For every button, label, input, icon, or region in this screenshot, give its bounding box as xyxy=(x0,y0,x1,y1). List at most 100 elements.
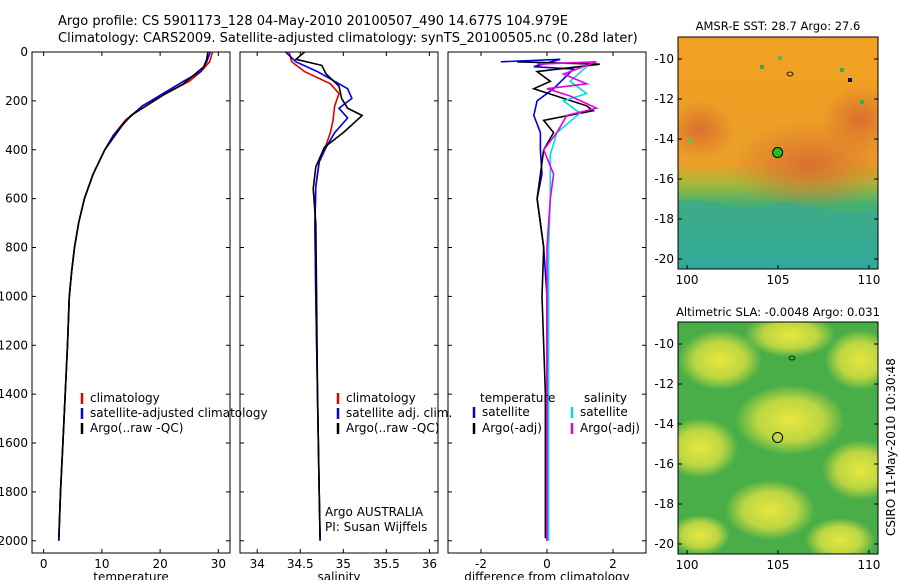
sst-argo-marker xyxy=(772,147,784,159)
sst-pixel-dot xyxy=(860,100,864,104)
sla-lat-label: -16 xyxy=(654,457,674,471)
sst-island-outline xyxy=(786,71,794,77)
salinity-series-climatology xyxy=(288,51,340,541)
sla-lat-label: -20 xyxy=(654,537,674,551)
sst-cool-water xyxy=(678,199,878,269)
legend-label: Argo(..raw -QC) xyxy=(346,421,439,435)
sla-lat-label: -14 xyxy=(654,417,674,431)
sla-high-anomaly xyxy=(678,515,730,554)
temperature-xtick-label: 20 xyxy=(152,557,167,571)
sla-lon-label: 105 xyxy=(767,558,790,572)
depth-tick-label: 800 xyxy=(5,241,28,255)
sla-high-anomaly xyxy=(725,480,815,540)
difference-series-salinity-argo-adj- xyxy=(537,61,599,541)
salinity-annotation: PI: Susan Wijffels xyxy=(325,520,427,534)
sla-lat-label: -10 xyxy=(654,337,674,351)
sla-lat-label: -18 xyxy=(654,497,674,511)
salinity-plot-frame xyxy=(239,51,439,554)
depth-tick-label: 1200 xyxy=(0,338,28,352)
sst-lat-label: -20 xyxy=(654,252,674,266)
legend-label: satellite xyxy=(580,405,628,419)
sst-map-title: AMSR-E SST: 28.7 Argo: 27.6 xyxy=(696,19,861,33)
salinity-xlabel: salinity xyxy=(317,570,360,580)
legend-label: climatology xyxy=(346,391,416,405)
sst-pixel-dot xyxy=(760,65,764,69)
salinity-xtick-label: 34.5 xyxy=(287,557,314,571)
legend-label: satellite-adjusted climatology xyxy=(90,406,268,420)
salinity-xtick-label: 35.5 xyxy=(373,557,400,571)
legend-label: Argo(-adj) xyxy=(580,421,640,435)
temperature-xtick-label: 10 xyxy=(94,557,109,571)
sla-argo-marker xyxy=(772,432,784,444)
sla-lat-label: -12 xyxy=(654,377,674,391)
legend-label: Argo(-adj) xyxy=(482,421,542,435)
sst-warm-core-east xyxy=(820,85,878,155)
salinity-panel: 34 34.5 35 35.5 36 salinity climatologysatelli… xyxy=(239,51,452,580)
depth-tick-label: 1400 xyxy=(0,387,28,401)
temperature-series-climatology xyxy=(58,51,214,541)
header-title-line1: Argo profile: CS 5901173_128 04-May-2010… xyxy=(58,14,568,29)
sst-lon-label: 100 xyxy=(676,273,699,287)
sla-island-outline xyxy=(788,355,796,361)
temperature-series-argo-raw-qc- xyxy=(58,51,209,539)
footer-credit: CSIRO 11-May-2010 10:30:48 xyxy=(884,358,898,536)
legend-label: satellite xyxy=(482,405,530,419)
temperature-plot-frame xyxy=(31,51,231,554)
sst-map: AMSR-E SST: 28.7 Argo: 27.6 100 105 110 -10… xyxy=(654,19,880,287)
depth-tick-label: 200 xyxy=(5,94,28,108)
temperature-xlabel: temperature xyxy=(93,570,168,580)
sst-pixel-dot xyxy=(848,78,852,82)
sla-map-title: Altimetric SLA: -0.0048 Argo: 0.031 xyxy=(676,305,880,319)
difference-series-temperature-argo-adj- xyxy=(517,61,600,539)
temperature-xtick-label: 30 xyxy=(211,557,226,571)
sst-warm-core-west xyxy=(678,100,735,160)
depth-tick-label: 1800 xyxy=(0,485,28,499)
depth-tick-label: 600 xyxy=(5,192,28,206)
sst-pixel-dot xyxy=(688,140,692,144)
depth-tick-label: 0 xyxy=(20,45,28,59)
sla-high-anomaly xyxy=(822,440,878,500)
sla-lon-label: 100 xyxy=(676,558,699,572)
difference-series-salinity-satellite xyxy=(547,66,589,541)
sla-high-anomaly xyxy=(825,330,878,390)
difference-xtick-label: 0 xyxy=(543,557,551,571)
salinity-xtick-label: 34 xyxy=(250,557,265,571)
temperature-panel: 0 200 400 600 800 1000 1200 1400 1600 1800 2000 0 10… xyxy=(0,45,268,580)
legend-label: Argo(..raw -QC) xyxy=(90,421,183,435)
sla-high-anomaly xyxy=(805,518,875,554)
depth-tick-label: 400 xyxy=(5,143,28,157)
sla-axes: 100 105 110 -10 -12 -14 -16 -18 -20 xyxy=(654,337,880,572)
sst-lat-label: -14 xyxy=(654,132,674,146)
temperature-series-satellite-adjusted-climatology xyxy=(58,51,211,541)
sst-pixel-dot xyxy=(840,68,844,72)
salinity-xtick-label: 35 xyxy=(336,557,351,571)
difference-xtick-label: -2 xyxy=(475,557,487,571)
legend-title-salinity: salinity xyxy=(584,391,627,405)
legend-title-temperature: temperature xyxy=(480,391,555,405)
sst-pixel-dot xyxy=(778,56,782,60)
legend-label: satellite adj. clim. xyxy=(346,406,452,420)
salinity-xtick-label: 36 xyxy=(422,557,437,571)
salinity-annotation: Argo AUSTRALIA xyxy=(325,505,424,519)
sla-high-anomaly xyxy=(735,385,845,455)
header-title-line2: Climatology: CARS2009. Satellite-adjuste… xyxy=(58,31,638,46)
sla-high-anomaly xyxy=(745,322,835,357)
difference-xlabel: difference from climatology xyxy=(464,570,630,580)
sla-map: Altimetric SLA: -0.0048 Argo: 0.031 100 1… xyxy=(654,305,880,572)
sst-lat-label: -10 xyxy=(654,52,674,66)
salinity-series-argo-raw-qc- xyxy=(294,51,364,539)
sla-high-anomaly xyxy=(678,330,762,390)
sst-lat-label: -18 xyxy=(654,212,674,226)
difference-series-temperature-satellite xyxy=(500,58,576,541)
difference-xtick-label: 2 xyxy=(609,557,617,571)
sst-lon-label: 110 xyxy=(857,273,880,287)
legend-label: climatology xyxy=(90,391,160,405)
temperature-xtick-label: 0 xyxy=(40,557,48,571)
sst-lat-label: -12 xyxy=(654,92,674,106)
sst-axes: 100 105 110 -10 -12 -14 -16 -18 -20 xyxy=(654,52,880,287)
sst-lat-label: -16 xyxy=(654,172,674,186)
depth-tick-label: 1600 xyxy=(0,436,28,450)
sla-lon-label: 110 xyxy=(857,558,880,572)
